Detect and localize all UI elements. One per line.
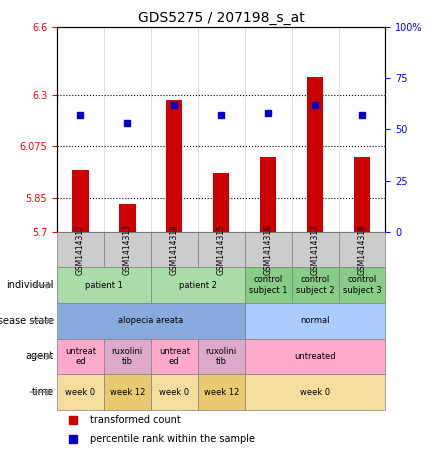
Text: GSM1414312: GSM1414312	[76, 224, 85, 275]
Text: time: time	[32, 387, 53, 397]
FancyBboxPatch shape	[57, 231, 104, 267]
Text: patient 1: patient 1	[85, 280, 123, 289]
Bar	[213, 173, 230, 231]
FancyBboxPatch shape	[245, 374, 385, 410]
FancyBboxPatch shape	[292, 267, 339, 303]
Text: control
subject 3: control subject 3	[343, 275, 381, 295]
FancyBboxPatch shape	[198, 374, 245, 410]
Text: week 0: week 0	[65, 387, 95, 396]
Text: week 12: week 12	[204, 387, 239, 396]
Text: week 0: week 0	[159, 387, 189, 396]
FancyBboxPatch shape	[104, 231, 151, 267]
FancyBboxPatch shape	[339, 231, 385, 267]
FancyBboxPatch shape	[245, 231, 292, 267]
Bar	[119, 204, 135, 231]
FancyBboxPatch shape	[57, 303, 245, 338]
Text: untreated: untreated	[294, 352, 336, 361]
FancyBboxPatch shape	[151, 338, 198, 374]
Text: disease state: disease state	[0, 316, 53, 326]
FancyBboxPatch shape	[339, 267, 385, 303]
Bar	[307, 77, 323, 231]
Text: ruxolini
tib: ruxolini tib	[205, 347, 237, 366]
FancyBboxPatch shape	[198, 338, 245, 374]
Text: agent: agent	[25, 352, 53, 361]
FancyBboxPatch shape	[57, 267, 151, 303]
Text: GSM1414314: GSM1414314	[170, 224, 179, 275]
FancyBboxPatch shape	[151, 267, 245, 303]
Text: patient 2: patient 2	[179, 280, 217, 289]
Text: untreat
ed: untreat ed	[159, 347, 190, 366]
Text: GSM1414315: GSM1414315	[217, 224, 226, 275]
Bar	[72, 170, 88, 231]
Bar	[354, 157, 370, 231]
Text: control
subject 2: control subject 2	[296, 275, 334, 295]
Text: GSM1414317: GSM1414317	[311, 224, 320, 275]
FancyBboxPatch shape	[245, 338, 385, 374]
FancyBboxPatch shape	[198, 231, 245, 267]
Text: ruxolini
tib: ruxolini tib	[112, 347, 143, 366]
FancyBboxPatch shape	[151, 231, 198, 267]
FancyBboxPatch shape	[245, 267, 292, 303]
FancyBboxPatch shape	[151, 374, 198, 410]
Text: week 12: week 12	[110, 387, 145, 396]
FancyBboxPatch shape	[104, 374, 151, 410]
Text: percentile rank within the sample: percentile rank within the sample	[90, 434, 255, 444]
Text: control
subject 1: control subject 1	[249, 275, 287, 295]
FancyBboxPatch shape	[104, 338, 151, 374]
FancyBboxPatch shape	[57, 338, 104, 374]
Title: GDS5275 / 207198_s_at: GDS5275 / 207198_s_at	[138, 11, 304, 25]
FancyBboxPatch shape	[57, 374, 104, 410]
Bar	[166, 100, 183, 231]
FancyBboxPatch shape	[292, 231, 339, 267]
Text: GSM1414318: GSM1414318	[357, 224, 367, 275]
Bar	[260, 157, 276, 231]
Text: untreat
ed: untreat ed	[65, 347, 96, 366]
FancyBboxPatch shape	[245, 303, 385, 338]
Text: individual: individual	[6, 280, 53, 290]
Text: transformed count: transformed count	[90, 415, 180, 425]
Text: normal: normal	[300, 316, 330, 325]
Text: GSM1414316: GSM1414316	[264, 224, 272, 275]
Text: week 0: week 0	[300, 387, 330, 396]
Text: GSM1414313: GSM1414313	[123, 224, 132, 275]
Text: alopecia areata: alopecia areata	[118, 316, 184, 325]
